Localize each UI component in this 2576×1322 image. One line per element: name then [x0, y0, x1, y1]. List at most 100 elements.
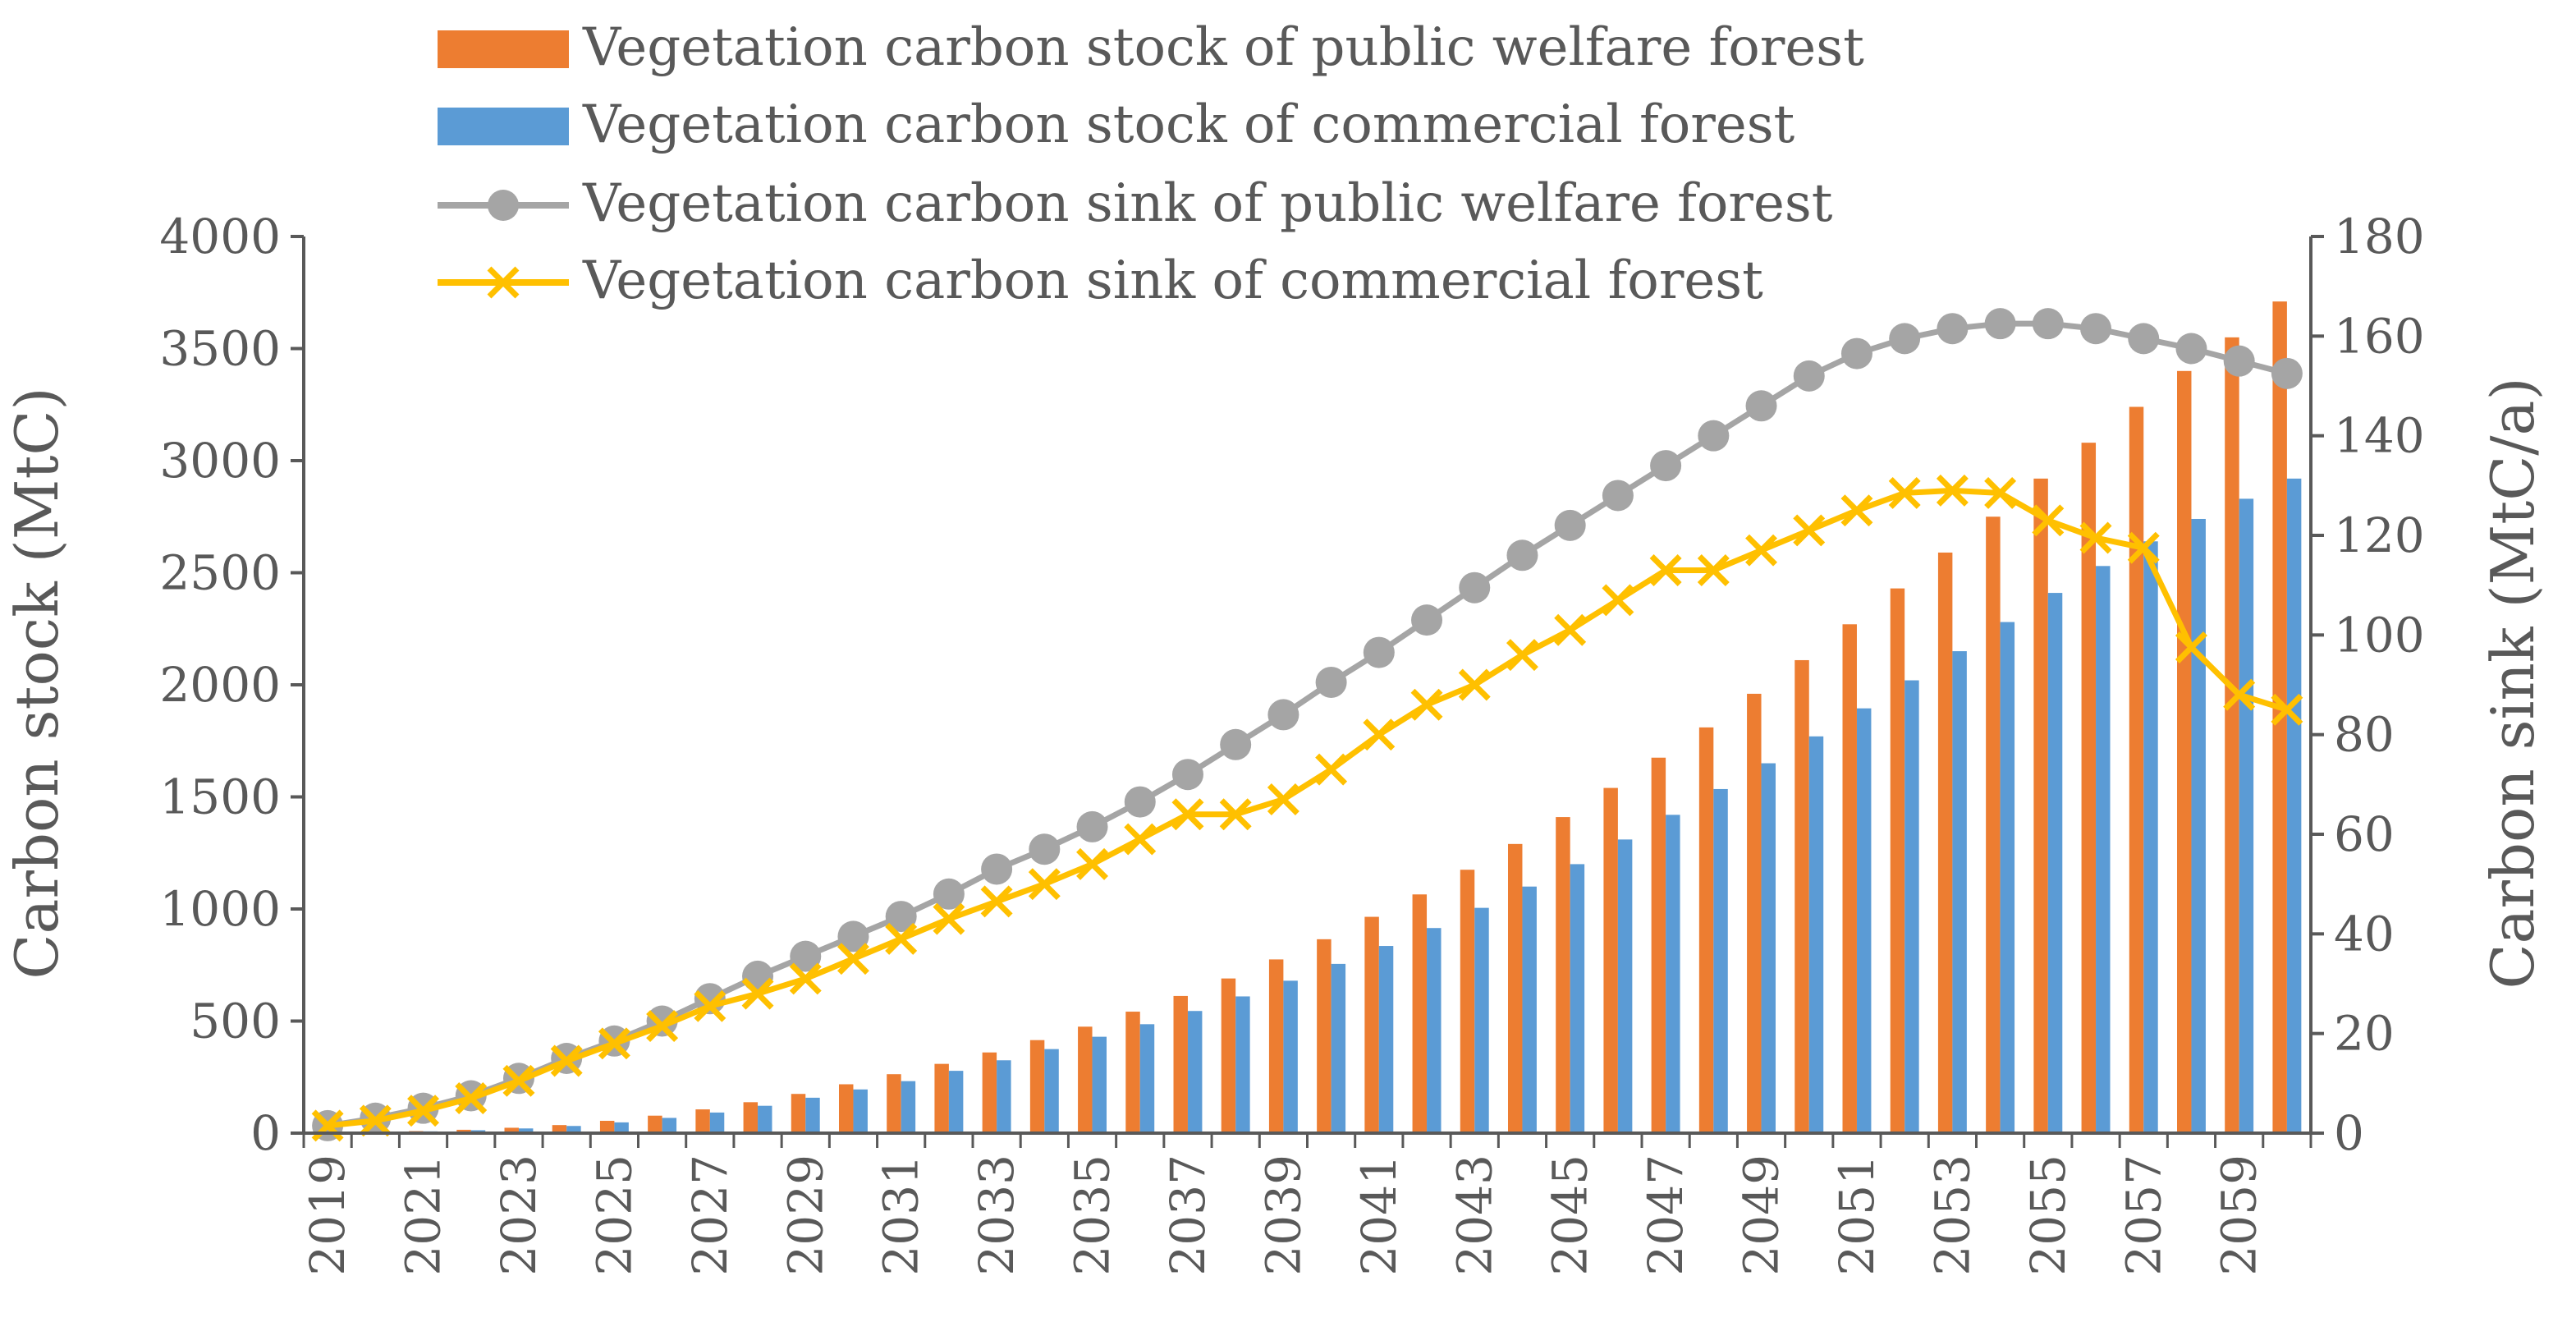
point-commercial-sink [1171, 798, 1204, 831]
point-commercial-sink [2079, 521, 2112, 554]
point-public-welfare-sink [1889, 323, 1921, 355]
point-commercial-sink [837, 943, 869, 975]
point-commercial-sink [1315, 753, 1348, 786]
bar-commercial-stock [853, 1089, 868, 1133]
left-axis-tick-label: 1000 [159, 881, 281, 937]
bar-commercial-stock [805, 1097, 820, 1133]
bar-commercial-stock [1952, 651, 1967, 1133]
bar-commercial-stock [2286, 478, 2302, 1133]
x-axis-tick-label: 2041 [1351, 1154, 1407, 1276]
bar-public-welfare-stock [504, 1127, 519, 1133]
point-public-welfare-sink [1029, 833, 1061, 865]
point-public-welfare-sink [1459, 571, 1491, 604]
point-public-welfare-sink [1220, 728, 1252, 760]
x-axis-tick-label: 2045 [1542, 1154, 1598, 1276]
bar-public-welfare-stock [1747, 693, 1762, 1133]
point-commercial-sink [455, 1082, 488, 1115]
point-commercial-sink [1840, 494, 1873, 527]
point-public-welfare-sink [1602, 480, 1634, 512]
left-axis-tick-label: 1500 [159, 769, 281, 825]
bar-commercial-stock [2047, 593, 2063, 1133]
point-commercial-sink [407, 1095, 440, 1127]
point-commercial-sink [359, 1104, 392, 1137]
legend-swatch-commercial-stock [438, 108, 569, 145]
bar-public-welfare-stock [839, 1084, 854, 1133]
right-axis-tick-label: 120 [2334, 507, 2425, 563]
x-axis-tick-label: 2031 [873, 1154, 929, 1276]
bar-commercial-stock [2191, 518, 2206, 1133]
point-commercial-sink [933, 902, 965, 935]
point-commercial-sink [550, 1044, 583, 1077]
x-axis-tick-label: 2035 [1065, 1154, 1121, 1276]
bar-commercial-stock [997, 1060, 1011, 1133]
left-axis-tick-label: 0 [250, 1105, 281, 1161]
bar-public-welfare-stock [1125, 1012, 1140, 1133]
bar-public-welfare-stock [1651, 757, 1666, 1133]
point-public-welfare-sink [1937, 313, 1969, 345]
bar-public-welfare-stock [2177, 370, 2192, 1133]
point-public-welfare-sink [742, 960, 774, 992]
point-commercial-sink [1984, 476, 2017, 509]
legend-label-public-welfare-stock: Vegetation carbon stock of public welfar… [582, 17, 1864, 78]
bar-commercial-stock [1570, 864, 1585, 1133]
x-axis-tick-label: 2057 [2115, 1154, 2171, 1276]
bar-public-welfare-stock [982, 1052, 997, 1133]
bar-commercial-stock [1139, 1024, 1155, 1133]
bar-public-welfare-stock [2225, 337, 2239, 1134]
point-commercial-sink [2175, 631, 2207, 663]
point-commercial-sink [2032, 504, 2065, 537]
bar-public-welfare-stock [1317, 939, 1332, 1133]
point-commercial-sink [598, 1027, 630, 1060]
bar-commercial-stock [566, 1126, 581, 1133]
x-axis-tick-label: 2053 [1924, 1154, 1980, 1276]
bar-public-welfare-stock [1508, 843, 1523, 1133]
bar-commercial-stock [614, 1122, 629, 1133]
bar-commercial-stock [1808, 736, 1824, 1133]
point-commercial-sink [789, 962, 822, 995]
x-axis-tick-label: 2021 [396, 1154, 451, 1276]
point-commercial-sink [646, 1010, 679, 1043]
point-commercial-sink [1602, 584, 1634, 617]
bar-public-welfare-stock [1173, 995, 1188, 1133]
bar-commercial-stock [1474, 907, 1489, 1133]
bar-commercial-stock [2000, 622, 2015, 1133]
point-public-welfare-sink [1698, 420, 1730, 452]
right-axis-tick-label: 160 [2334, 308, 2425, 364]
bar-public-welfare-stock [1029, 1040, 1045, 1133]
point-public-welfare-sink [1745, 390, 1777, 422]
bar-commercial-stock [2143, 541, 2158, 1133]
bar-commercial-stock [1092, 1036, 1107, 1133]
bar-public-welfare-stock [1842, 624, 1857, 1133]
point-commercial-sink [1267, 783, 1299, 816]
left-axis-tick-label: 3500 [159, 321, 281, 377]
right-axis-tick-label: 180 [2334, 209, 2425, 264]
right-axis-tick-label: 0 [2334, 1105, 2364, 1161]
point-public-welfare-sink [933, 878, 965, 910]
x-axis-tick-label: 2059 [2212, 1154, 2267, 1276]
bar-public-welfare-stock [552, 1125, 567, 1133]
bar-public-welfare-stock [1794, 659, 1809, 1133]
point-commercial-sink [1554, 613, 1587, 646]
bar-public-welfare-stock [1268, 959, 1284, 1133]
point-commercial-sink [1219, 798, 1252, 831]
point-commercial-sink [1649, 553, 1682, 586]
point-public-welfare-sink [1267, 699, 1299, 731]
point-public-welfare-sink [1363, 636, 1395, 668]
point-commercial-sink [2127, 531, 2160, 564]
point-commercial-sink [741, 977, 774, 1010]
left-axis-tick-label: 3000 [159, 433, 281, 489]
bar-commercial-stock [1378, 946, 1394, 1133]
point-public-welfare-sink [1984, 308, 2016, 340]
point-commercial-sink [1124, 823, 1157, 856]
bar-commercial-stock [758, 1105, 772, 1133]
bar-public-welfare-stock [1603, 787, 1618, 1133]
bar-commercial-stock [1331, 963, 1346, 1133]
x-axis-tick-label: 2027 [682, 1154, 738, 1276]
bar-commercial-stock [1522, 886, 1537, 1133]
x-axis-tick-label: 2049 [1734, 1154, 1790, 1276]
point-commercial-sink [1363, 718, 1396, 751]
point-public-welfare-sink [2271, 357, 2303, 389]
point-public-welfare-sink [1840, 337, 1872, 370]
bar-public-welfare-stock [599, 1120, 615, 1133]
point-commercial-sink [311, 1109, 344, 1142]
